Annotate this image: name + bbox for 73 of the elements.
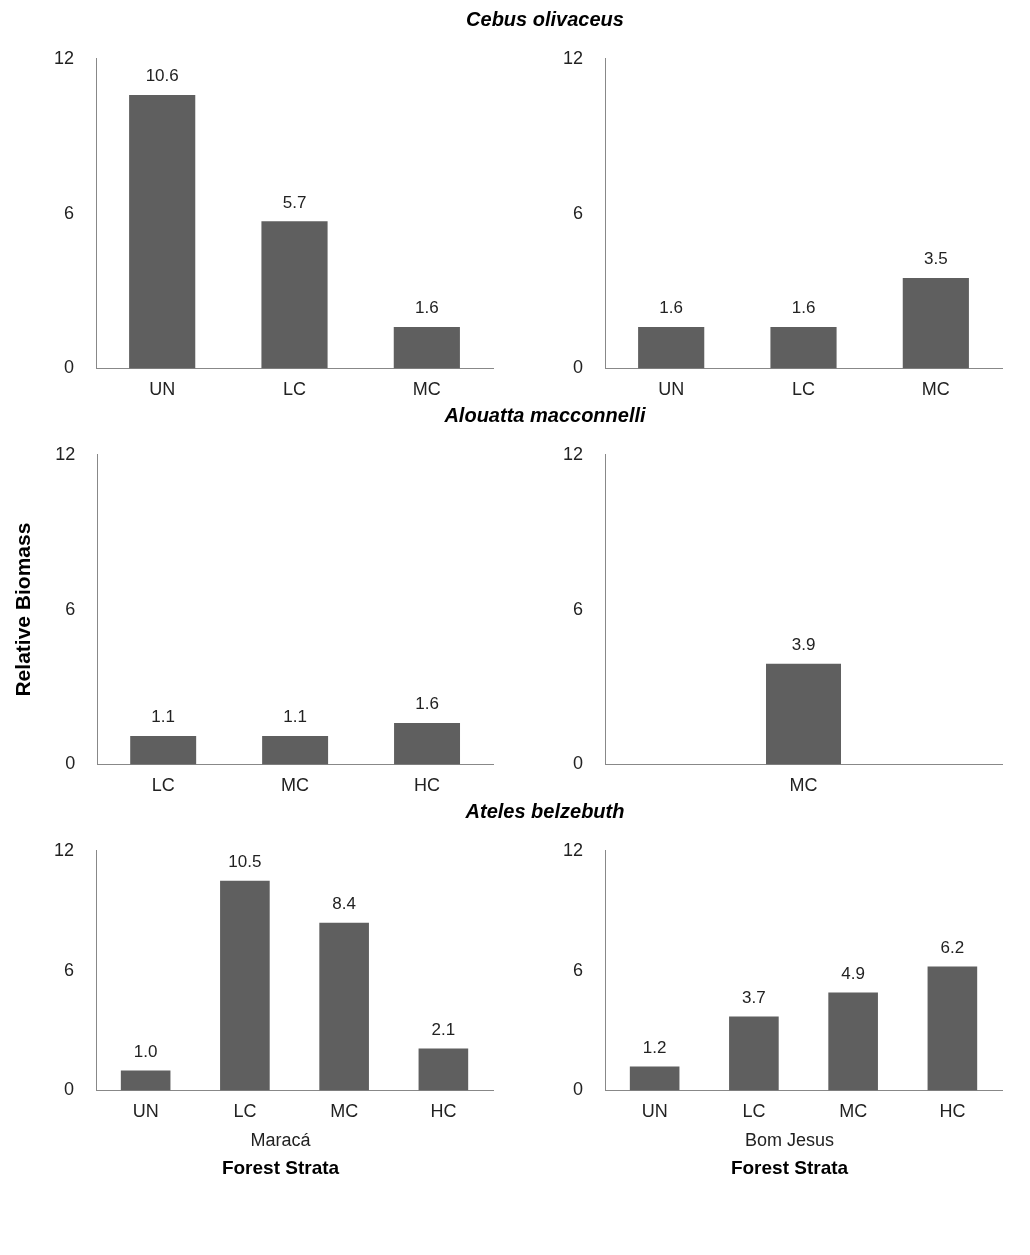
x-tick-label: LC [151, 775, 175, 796]
y-tick-label: 0 [573, 357, 584, 378]
bar [729, 1016, 779, 1091]
data-label: 5.7 [282, 192, 307, 212]
x-tick-label: MC [921, 379, 950, 400]
data-label: 1.0 [133, 1041, 158, 1061]
bar [319, 922, 369, 1091]
text: Bom Jesus [743, 1130, 835, 1151]
x-axis-title: Forest Strata [220, 1157, 341, 1179]
x-tick-label: UN [132, 1101, 159, 1122]
data-label: 1.1 [283, 707, 307, 727]
x-tick-label: MC [839, 1101, 868, 1122]
y-tick-label: 12 [55, 443, 76, 464]
bar [927, 966, 978, 1091]
data-label: 10.5 [228, 851, 262, 871]
text: Alouatta macconnelli [444, 404, 646, 426]
data-label: 1.1 [151, 707, 175, 727]
y-tick-label: 12 [562, 839, 584, 860]
bar [120, 1070, 171, 1091]
x-tick-label: HC [414, 775, 441, 796]
x-tick-label: LC [742, 1101, 766, 1122]
data-label: 1.6 [415, 298, 439, 318]
y-tick-label: 6 [573, 598, 584, 619]
x-tick-label: UN [149, 379, 176, 400]
x-tick-label: MC [789, 775, 818, 796]
data-label: 3.7 [742, 987, 766, 1007]
y-tick-label: 6 [573, 959, 584, 980]
text: Maracá [249, 1130, 312, 1151]
data-label: 1.6 [415, 694, 439, 714]
text: Cebus olivaceus [466, 8, 624, 30]
bar [220, 880, 270, 1091]
data-label: 3.9 [791, 634, 816, 654]
y-tick-label: 12 [562, 47, 584, 68]
x-tick-label: LC [792, 379, 816, 400]
y-tick-label: 12 [53, 839, 75, 860]
x-tick-label: MC [330, 1101, 359, 1122]
x-tick-label: UN [641, 1101, 668, 1122]
y-tick-label: 0 [64, 357, 75, 378]
data-label: 6.2 [940, 937, 965, 957]
y-tick-label: 12 [562, 443, 584, 464]
bar [828, 992, 878, 1091]
y-tick-label: 0 [573, 753, 584, 774]
y-tick-label: 0 [64, 1079, 75, 1100]
x-tick-label: UN [658, 379, 685, 400]
bar [629, 1066, 680, 1091]
y-tick-label: 6 [64, 202, 75, 223]
data-label: 3.5 [924, 249, 948, 269]
bar [261, 221, 328, 369]
x-tick-label: LC [283, 379, 307, 400]
y-tick-label: 6 [64, 959, 75, 980]
y-tick-label: 0 [573, 1079, 584, 1100]
y-tick-label: 6 [573, 202, 584, 223]
data-label: 1.2 [642, 1037, 667, 1057]
data-label: 1.6 [659, 298, 683, 318]
y-tick-label: 12 [53, 47, 75, 68]
x-tick-label: HC [430, 1101, 457, 1122]
bar [393, 327, 460, 369]
x-tick-label: MC [281, 775, 310, 796]
y-axis-title: Relative Biomass [11, 522, 35, 697]
x-tick-label: LC [233, 1101, 257, 1122]
data-label: 10.6 [145, 66, 179, 86]
x-tick-label: MC [412, 379, 441, 400]
x-tick-label: HC [939, 1101, 966, 1122]
x-axis-title: Forest Strata [729, 1157, 850, 1179]
bar [129, 94, 196, 369]
y-tick-label: 0 [65, 753, 76, 774]
data-label: 1.6 [791, 298, 816, 318]
y-tick-label: 6 [65, 598, 76, 619]
data-label: 4.9 [841, 963, 865, 983]
text: Ateles belzebuth [465, 800, 625, 822]
data-label: 8.4 [332, 893, 356, 913]
data-label: 2.1 [431, 1019, 456, 1039]
bar [418, 1048, 469, 1091]
